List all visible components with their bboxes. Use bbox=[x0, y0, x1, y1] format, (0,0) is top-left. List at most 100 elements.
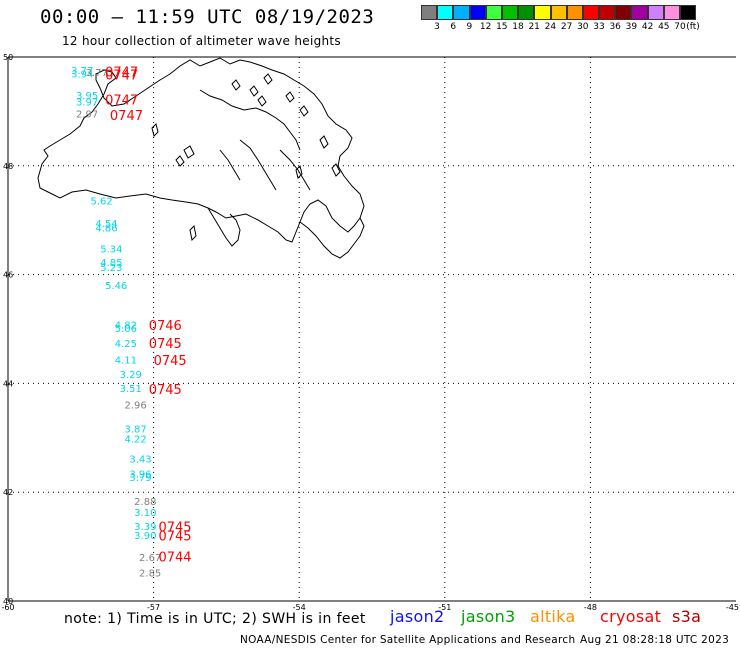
wave-height-value: 4.85 bbox=[100, 258, 122, 269]
pass-time-label: 0745 bbox=[149, 383, 182, 398]
color-scale-unit: (ft) bbox=[686, 22, 700, 32]
lon-tick-label: -45 bbox=[726, 603, 739, 612]
color-scale-label: 3 bbox=[434, 22, 440, 32]
wave-height-value: 2.85 bbox=[139, 569, 161, 580]
color-swatch bbox=[566, 5, 583, 20]
map-title: 00:00 – 11:59 UTC 08/19/2023 bbox=[40, 6, 375, 28]
color-scale-label: 39 bbox=[625, 22, 638, 32]
wave-height-value: 2.96 bbox=[124, 401, 146, 412]
wave-height-value: 2.97 bbox=[76, 110, 98, 121]
wave-height-value: 4.82 bbox=[115, 321, 137, 332]
pass-time-label: 0746 bbox=[149, 319, 182, 334]
lat-tick-label: 44 bbox=[3, 379, 13, 388]
footer: NOAA/NESDIS Center for Satellite Applica… bbox=[240, 634, 729, 646]
color-swatch bbox=[421, 5, 438, 20]
inner-bays bbox=[219, 139, 311, 191]
pass-time-label: 0745 bbox=[158, 530, 191, 545]
coastline bbox=[37, 57, 365, 259]
color-swatch bbox=[647, 5, 664, 20]
color-swatch bbox=[437, 5, 454, 20]
lat-tick-label: 48 bbox=[3, 162, 13, 171]
wave-height-value: 4.11 bbox=[115, 355, 137, 366]
color-swatch bbox=[631, 5, 648, 20]
color-swatch bbox=[615, 5, 632, 20]
pass-time-label: 0747 bbox=[105, 93, 138, 108]
pass-time-label: 0747 bbox=[110, 109, 143, 124]
wave-height-value: 3.51 bbox=[120, 384, 142, 395]
lon-tick-label: -57 bbox=[147, 603, 160, 612]
lon-tick-label: -60 bbox=[1, 603, 14, 612]
wave-height-value: 3.10 bbox=[134, 508, 156, 519]
wave-height-value: 3.79 bbox=[129, 473, 151, 484]
footer-generated-time: Aug 21 08:28:18 UTC 2023 bbox=[580, 634, 730, 646]
pass-time-label: 0747 bbox=[105, 68, 138, 83]
color-swatch bbox=[534, 5, 551, 20]
lon-tick-label: -51 bbox=[438, 603, 451, 612]
pass-time-label: 0745 bbox=[149, 337, 182, 352]
color-scale-label: 12 bbox=[479, 22, 492, 32]
map-subtitle: 12 hour collection of altimeter wave hei… bbox=[62, 34, 341, 48]
lon-tick-label: -54 bbox=[293, 603, 306, 612]
wave-height-value: 5.62 bbox=[91, 197, 113, 208]
pass-time-label: 0747 bbox=[105, 66, 138, 81]
wave-height-value: 5.06 bbox=[115, 324, 137, 335]
axis-tick-labels: 50 48 46 44 42 40-60 -57 -54 -51 -48 -45 bbox=[1, 53, 739, 612]
newfoundland-coast bbox=[37, 57, 365, 243]
wave-height-value: 5.46 bbox=[105, 281, 127, 292]
lat-tick-label: 50 bbox=[3, 53, 13, 62]
color-swatch bbox=[582, 5, 600, 20]
color-scale-label: 6 bbox=[450, 22, 457, 32]
lon-tick-label: -48 bbox=[584, 603, 597, 612]
wave-height-value: 3.43 bbox=[129, 454, 151, 465]
color-swatch bbox=[485, 5, 502, 20]
wave-height-value: 5.34 bbox=[100, 244, 122, 255]
color-scale-label: 45 bbox=[658, 22, 670, 32]
lat-tick-label: 42 bbox=[3, 488, 13, 497]
wave-height-value: 3.29 bbox=[120, 370, 142, 381]
color-scale-label: 21 bbox=[528, 22, 540, 32]
color-scale-label: 30 bbox=[577, 22, 589, 32]
satellite-legend-item: jason2 bbox=[390, 607, 445, 626]
wave-height-value: 4.25 bbox=[115, 339, 137, 350]
color-scale-label: 18 bbox=[512, 22, 524, 32]
color-scale-label: 9 bbox=[466, 22, 473, 32]
pass-time-label: 0744 bbox=[158, 550, 191, 565]
satellite-legend-item: s3a bbox=[672, 607, 702, 626]
pass-time-labels: 0747074707470747074607450745074507450745… bbox=[105, 66, 191, 566]
wave-height-value: 3.39 bbox=[134, 522, 156, 533]
color-swatch bbox=[518, 5, 535, 20]
wave-height-value: 4.86 bbox=[95, 223, 117, 234]
color-swatch bbox=[453, 5, 470, 20]
satellite-legend-item: cryosat bbox=[600, 607, 662, 626]
lat-tick-label: 46 bbox=[3, 271, 13, 280]
wave-height-value: 3.97 bbox=[76, 98, 98, 109]
wave-height-value: 3.77 bbox=[71, 66, 93, 77]
footer-org: NOAA/NESDIS Center for Satellite Applica… bbox=[240, 634, 576, 646]
satellite-legend-item: jason3 bbox=[461, 607, 516, 626]
wave-height-value: 3.96 bbox=[129, 470, 151, 481]
color-swatch bbox=[599, 5, 616, 20]
wave-height-value: 3.94 bbox=[71, 69, 93, 80]
wave-height-value: 2.67 bbox=[139, 553, 161, 564]
lat-tick-label: 40 bbox=[3, 597, 13, 606]
color-swatch bbox=[550, 5, 567, 20]
wave-height-value: 5.23 bbox=[100, 263, 122, 274]
northern-peninsula-bays bbox=[199, 89, 301, 151]
color-swatch bbox=[663, 5, 680, 20]
color-swatch bbox=[501, 5, 519, 20]
units-note: note: 1) Time is in UTC; 2) SWH is in fe… bbox=[64, 611, 366, 627]
wave-height-value: 3.77 bbox=[86, 68, 108, 79]
wave-height-value: 2.88 bbox=[134, 497, 156, 508]
pass-time-label: 0745 bbox=[158, 520, 191, 535]
wave-height-value: 3.95 bbox=[76, 91, 98, 102]
color-swatch bbox=[469, 5, 486, 20]
satellite-legend-item: altika bbox=[530, 607, 576, 626]
pass-time-label: 0745 bbox=[154, 354, 187, 369]
wave-height-value: 4.22 bbox=[124, 434, 146, 445]
color-scale-label: 24 bbox=[544, 22, 557, 32]
color-scale-label: 27 bbox=[560, 22, 573, 32]
color-scale-label: 42 bbox=[641, 22, 654, 32]
color-scale-label: 33 bbox=[593, 22, 605, 32]
color-scale-label: 70 bbox=[674, 22, 686, 32]
